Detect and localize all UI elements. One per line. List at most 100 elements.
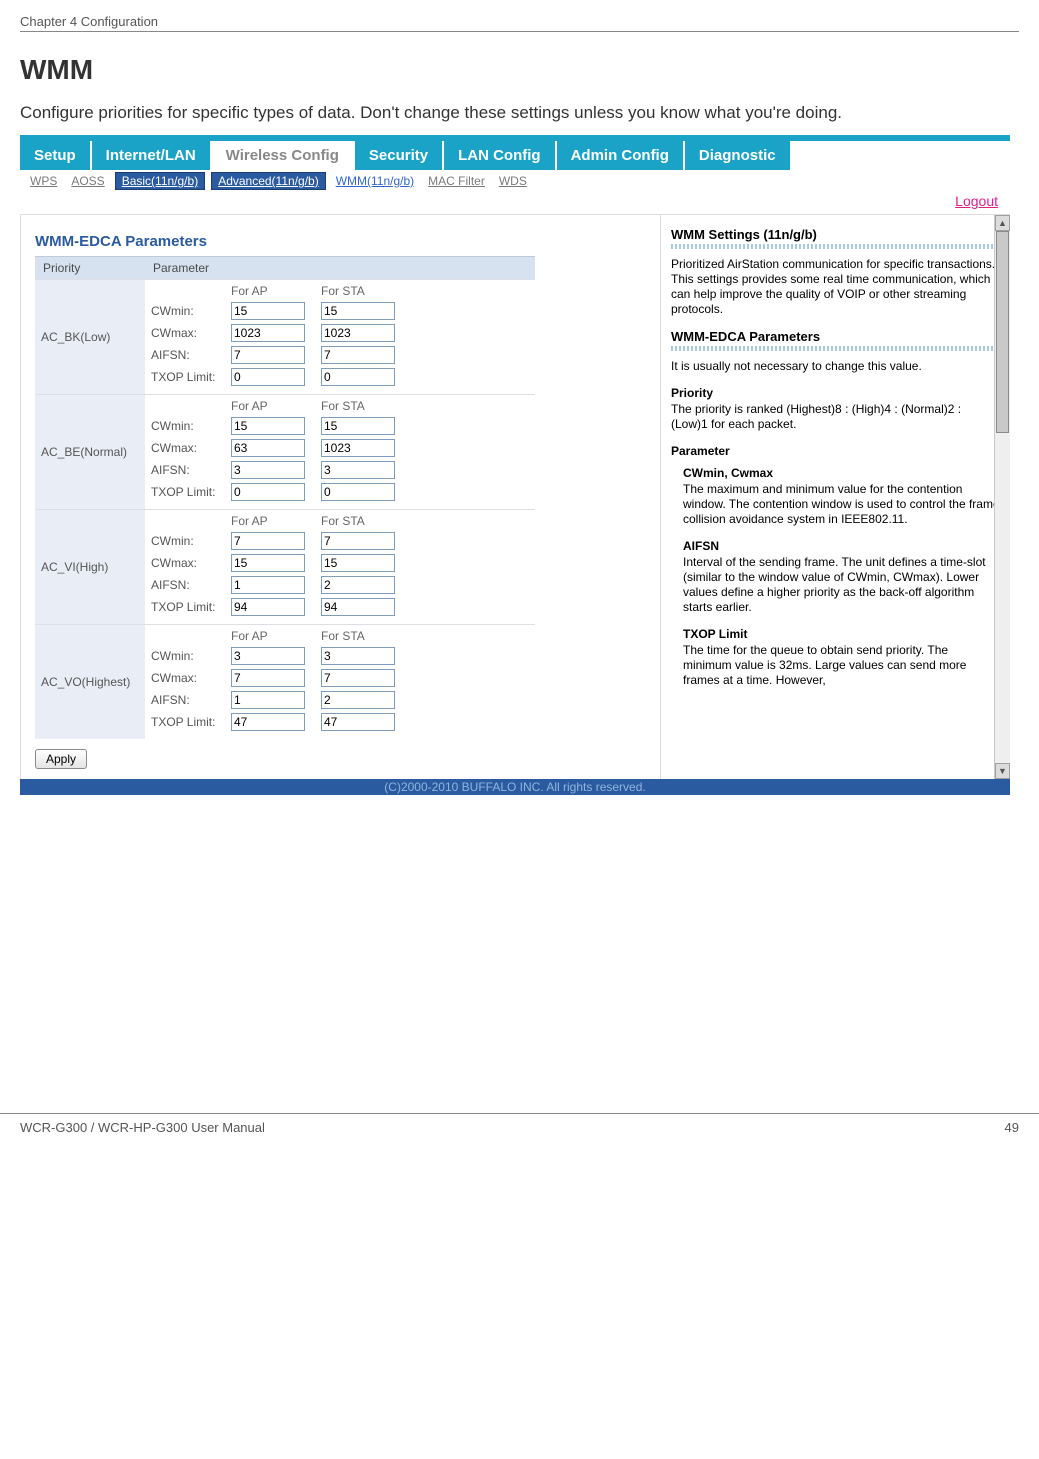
label-cwmax: CWmax:: [151, 556, 225, 570]
label-txop: TXOP Limit:: [151, 715, 225, 729]
input-be-ap-txop[interactable]: [231, 483, 305, 501]
section-description: Configure priorities for specific types …: [20, 102, 1019, 125]
params-ac-bk: For AP For STA CWmin: CWmax: AIFSN:: [145, 279, 535, 394]
input-bk-sta-aifsn[interactable]: [321, 346, 395, 364]
input-vo-sta-aifsn[interactable]: [321, 691, 395, 709]
input-vi-ap-txop[interactable]: [231, 598, 305, 616]
content-columns: WMM-EDCA Parameters Priority Parameter A…: [20, 215, 1010, 779]
left-panel: WMM-EDCA Parameters Priority Parameter A…: [21, 215, 661, 779]
scroll-up-icon[interactable]: ▲: [995, 215, 1010, 231]
label-cwmax: CWmax:: [151, 671, 225, 685]
tab-lan-config[interactable]: LAN Config: [444, 141, 556, 170]
tab-admin-config[interactable]: Admin Config: [557, 141, 685, 170]
help-text-priority: The priority is ranked (Highest)8 : (Hig…: [671, 402, 1000, 432]
params-ac-vi: For AP For STA CWmin: CWmax: AIFSN:: [145, 509, 535, 624]
input-vi-sta-cwmin[interactable]: [321, 532, 395, 550]
input-bk-ap-txop[interactable]: [231, 368, 305, 386]
col-sta: For STA: [321, 284, 405, 298]
panel-title: WMM-EDCA Parameters: [35, 233, 650, 250]
input-vi-sta-txop[interactable]: [321, 598, 395, 616]
input-bk-sta-txop[interactable]: [321, 368, 395, 386]
label-txop: TXOP Limit:: [151, 600, 225, 614]
input-bk-sta-cwmax[interactable]: [321, 324, 395, 342]
subtab-basic[interactable]: Basic(11n/g/b): [115, 172, 205, 190]
divider-top: [20, 31, 1019, 32]
help-text-wmm-settings: Prioritized AirStation communication for…: [671, 257, 1000, 317]
input-be-ap-cwmin[interactable]: [231, 417, 305, 435]
sub-nav: WPS AOSS Basic(11n/g/b) Advanced(11n/g/b…: [20, 170, 1010, 192]
params-ac-be: For AP For STA CWmin: CWmax: AIFSN:: [145, 394, 535, 509]
input-bk-ap-cwmin[interactable]: [231, 302, 305, 320]
scroll-down-icon[interactable]: ▼: [995, 763, 1010, 779]
input-vo-ap-cwmin[interactable]: [231, 647, 305, 665]
footer-page-number: 49: [1005, 1120, 1019, 1135]
tab-security[interactable]: Security: [355, 141, 444, 170]
priority-ac-vo: AC_VO(Highest): [35, 624, 145, 739]
help-divider: [671, 346, 1000, 351]
label-aifsn: AIFSN:: [151, 693, 225, 707]
subtab-wmm[interactable]: WMM(11n/g/b): [332, 174, 418, 188]
input-bk-sta-cwmin[interactable]: [321, 302, 395, 320]
th-priority: Priority: [35, 256, 145, 279]
right-help-panel: WMM Settings (11n/g/b) Prioritized AirSt…: [661, 215, 1010, 779]
help-sub-cw: CWmin, Cwmax: [683, 466, 1000, 480]
subtab-advanced[interactable]: Advanced(11n/g/b): [211, 172, 326, 190]
label-cwmax: CWmax:: [151, 326, 225, 340]
input-vo-sta-cwmin[interactable]: [321, 647, 395, 665]
input-vo-ap-txop[interactable]: [231, 713, 305, 731]
tab-diagnostic[interactable]: Diagnostic: [685, 141, 792, 170]
input-be-sta-cwmax[interactable]: [321, 439, 395, 457]
priority-ac-bk: AC_BK(Low): [35, 279, 145, 394]
logout-link[interactable]: Logout: [955, 193, 998, 209]
label-aifsn: AIFSN:: [151, 578, 225, 592]
scroll-track[interactable]: [995, 231, 1010, 763]
label-txop: TXOP Limit:: [151, 370, 225, 384]
col-ap: For AP: [231, 629, 315, 643]
input-vi-sta-cwmax[interactable]: [321, 554, 395, 572]
input-be-ap-cwmax[interactable]: [231, 439, 305, 457]
subtab-mac-filter[interactable]: MAC Filter: [424, 174, 489, 188]
input-vi-ap-cwmin[interactable]: [231, 532, 305, 550]
label-aifsn: AIFSN:: [151, 348, 225, 362]
input-vo-sta-txop[interactable]: [321, 713, 395, 731]
scroll-thumb[interactable]: [996, 231, 1009, 433]
subtab-wps[interactable]: WPS: [26, 174, 61, 188]
tab-wireless-config[interactable]: Wireless Config: [212, 141, 355, 170]
help-sub-parameter: Parameter: [671, 444, 1000, 458]
input-be-sta-txop[interactable]: [321, 483, 395, 501]
input-bk-ap-aifsn[interactable]: [231, 346, 305, 364]
label-cwmax: CWmax:: [151, 441, 225, 455]
input-be-ap-aifsn[interactable]: [231, 461, 305, 479]
subtab-aoss[interactable]: AOSS: [67, 174, 108, 188]
col-sta: For STA: [321, 629, 405, 643]
label-cwmin: CWmin:: [151, 304, 225, 318]
screenshot-container: Setup Internet/LAN Wireless Config Secur…: [20, 135, 1010, 795]
input-be-sta-cwmin[interactable]: [321, 417, 395, 435]
col-sta: For STA: [321, 514, 405, 528]
input-vo-sta-cwmax[interactable]: [321, 669, 395, 687]
top-nav: Setup Internet/LAN Wireless Config Secur…: [20, 135, 1010, 170]
section-title: WMM: [20, 54, 1019, 86]
input-vo-ap-cwmax[interactable]: [231, 669, 305, 687]
page-footer: WCR-G300 / WCR-HP-G300 User Manual 49: [0, 1113, 1039, 1145]
scrollbar[interactable]: ▲ ▼: [994, 215, 1010, 779]
footer-manual-title: WCR-G300 / WCR-HP-G300 User Manual: [20, 1120, 265, 1135]
apply-button[interactable]: Apply: [35, 749, 87, 769]
help-text-cw: The maximum and minimum value for the co…: [683, 482, 1000, 527]
help-sub-txop: TXOP Limit: [683, 627, 1000, 641]
th-parameter: Parameter: [145, 256, 535, 279]
tab-setup[interactable]: Setup: [20, 141, 92, 170]
input-vo-ap-aifsn[interactable]: [231, 691, 305, 709]
priority-ac-be: AC_BE(Normal): [35, 394, 145, 509]
help-sub-aifsn: AIFSN: [683, 539, 1000, 553]
subtab-wds[interactable]: WDS: [495, 174, 531, 188]
input-vi-ap-aifsn[interactable]: [231, 576, 305, 594]
help-divider: [671, 244, 1000, 249]
input-be-sta-aifsn[interactable]: [321, 461, 395, 479]
tab-internet-lan[interactable]: Internet/LAN: [92, 141, 212, 170]
input-vi-sta-aifsn[interactable]: [321, 576, 395, 594]
input-vi-ap-cwmax[interactable]: [231, 554, 305, 572]
priority-ac-vi: AC_VI(High): [35, 509, 145, 624]
label-txop: TXOP Limit:: [151, 485, 225, 499]
input-bk-ap-cwmax[interactable]: [231, 324, 305, 342]
